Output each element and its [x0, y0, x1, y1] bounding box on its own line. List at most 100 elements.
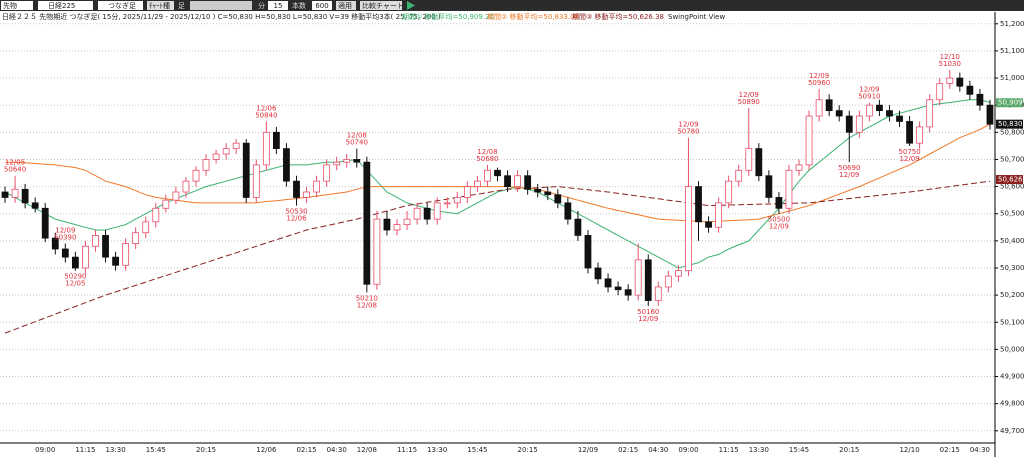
candle-body [644, 259, 652, 301]
swing-date: 12/09 [769, 223, 789, 231]
candle-body [664, 275, 672, 288]
y-tick-label: 51,200 [1000, 20, 1024, 28]
chart-title: 日経２２５ 先物期近 つなぎ足( 15分, 2025/11/29 - 2025/… [2, 12, 441, 21]
candle-body [976, 93, 984, 106]
swing-price: 50290 [64, 273, 86, 281]
swing-price: 50680 [476, 155, 498, 163]
swing-price: 50690 [838, 164, 860, 172]
candle-body [986, 104, 994, 125]
y-tick-label: 50,300 [1000, 264, 1024, 272]
candle-body [433, 202, 441, 220]
swing-price: 50640 [4, 166, 26, 174]
candle-body [202, 159, 210, 171]
candle-body [172, 191, 180, 201]
y-tick-label: 50,600 [1000, 183, 1024, 191]
legend-entry: 期間③ 移動平均=50,626.38 [572, 12, 664, 21]
x-tick-label: 11:15 [75, 446, 95, 454]
swing-date: 12/09 [638, 315, 658, 323]
apply-button[interactable] [336, 1, 356, 10]
candle-body [604, 278, 612, 288]
x-tick-label: 12/09 [578, 446, 598, 454]
plot: 49,700 49,800 49,900 50,000 50,100 50,200 50,3… [0, 12, 1024, 454]
apply: 適用 [338, 1, 352, 10]
swing-date: 12/09 [839, 171, 859, 179]
candle-body [403, 218, 411, 225]
candle-body [624, 289, 632, 296]
price-tag [996, 175, 1023, 185]
x-tick-label: 12/06 [256, 446, 277, 454]
play-icon[interactable] [407, 1, 415, 10]
candle-body [825, 99, 833, 112]
candle-body [242, 142, 250, 198]
bar-type-select[interactable] [98, 1, 143, 10]
candle-body [333, 161, 341, 166]
swing-date: 12/08 [477, 148, 497, 156]
candle-body [303, 191, 310, 198]
candle-body [845, 115, 853, 133]
candle-body [453, 197, 461, 204]
candle-body [413, 207, 421, 220]
candle-body [192, 169, 200, 182]
candle-body [534, 188, 542, 193]
candle-body [926, 99, 934, 128]
x-tick-label: 11:15 [397, 446, 417, 454]
candle-body [574, 218, 582, 236]
candle-body [855, 115, 863, 133]
candle-body [614, 286, 622, 291]
swing-price: 50750 [898, 148, 920, 156]
x-tick-label: 20:15 [839, 446, 859, 454]
candle-body [383, 218, 391, 231]
candle-body [675, 270, 682, 277]
candle-body [896, 115, 903, 122]
x-tick-label: 20:15 [518, 446, 538, 454]
candle-body [936, 83, 944, 101]
candle-body [443, 202, 451, 205]
swing-date: 12/09 [899, 155, 919, 163]
candle-body [966, 85, 974, 95]
interval-input[interactable] [268, 1, 288, 10]
compare-button[interactable] [360, 1, 402, 10]
swing-price: 50840 [255, 111, 277, 119]
chart-kind-button[interactable] [147, 1, 174, 10]
swing-date: 12/09 [809, 72, 829, 80]
x-tick-label: 04:30 [327, 446, 347, 454]
candle-body [363, 161, 371, 285]
candle-body [473, 180, 481, 187]
x-tick-label: 12/10 [899, 446, 919, 454]
swing-date: 12/09 [678, 121, 698, 129]
candle-body [504, 175, 511, 187]
y-tick-label: 49,900 [1000, 373, 1024, 381]
count-input[interactable] [312, 1, 332, 10]
swing-date: 12/06 [256, 104, 277, 112]
swing-price: 50530 [285, 208, 307, 216]
candle-body [705, 221, 712, 228]
x-tick-label: 13:30 [105, 446, 125, 454]
y-tick-label: 50,400 [1000, 237, 1024, 245]
period-buttons[interactable] [190, 1, 252, 10]
legend-entry: 期間① 移動平均=50,909.20 [402, 12, 494, 21]
candle-body [82, 245, 89, 269]
candle-body [272, 131, 280, 149]
y-tick-label: 50,800 [1000, 128, 1024, 136]
symbol-select[interactable] [38, 1, 93, 10]
foot: 足 [178, 2, 185, 10]
swing-price: 50740 [346, 139, 368, 147]
y-tick-label: 50,700 [1000, 155, 1024, 163]
swing-date: 12/10 [940, 53, 960, 61]
market-select[interactable] [1, 1, 33, 10]
y-tick-label: 50,500 [1000, 210, 1024, 218]
candle-body [886, 110, 893, 117]
swing-date: 12/05 [5, 159, 25, 167]
candle-body [494, 169, 501, 177]
x-tick-label: 13:30 [427, 446, 447, 454]
candle-body [343, 159, 351, 163]
swing-price: 50500 [768, 216, 790, 224]
y-tick-label: 50,000 [1000, 345, 1024, 353]
candle-body [142, 221, 150, 234]
y-tick-label: 49,800 [1000, 400, 1024, 408]
candle-body [232, 142, 240, 149]
moving-average-line [5, 123, 991, 223]
candle-body [584, 235, 592, 269]
swing-price: 50960 [808, 79, 830, 87]
